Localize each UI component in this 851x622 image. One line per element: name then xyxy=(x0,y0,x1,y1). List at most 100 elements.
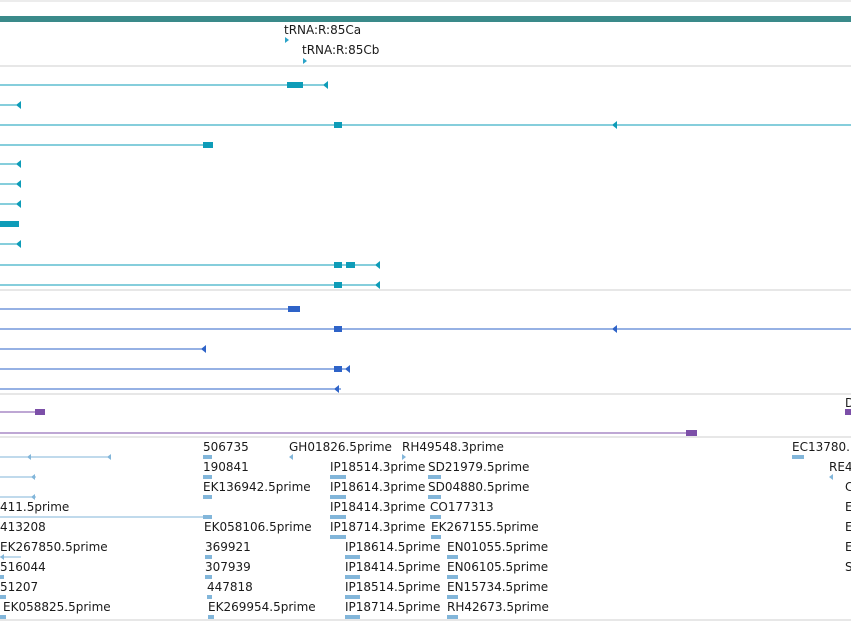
est-label[interactable]: EC13780. xyxy=(792,440,850,454)
est-label[interactable]: 413208 xyxy=(0,520,46,534)
est-label[interactable]: 190841 xyxy=(203,460,249,474)
gene-strand-arrow[interactable] xyxy=(334,385,339,393)
gene-exon[interactable] xyxy=(287,82,303,88)
est-label[interactable]: IP18614.3prime xyxy=(330,480,426,494)
est-label[interactable]: EN06105.5prime xyxy=(447,560,549,574)
purple-gene-label[interactable]: D xyxy=(845,396,851,410)
est-feature[interactable] xyxy=(203,475,212,479)
gene-exon[interactable] xyxy=(346,262,355,268)
est-feature[interactable] xyxy=(447,555,458,559)
est-label[interactable]: EK267850.5prime xyxy=(0,540,108,554)
est-label[interactable]: RE4 xyxy=(829,460,851,474)
gene-exon[interactable] xyxy=(334,366,342,372)
est-label[interactable]: EK058825.5prime xyxy=(3,600,111,614)
est-label[interactable]: EK267155.5prime xyxy=(431,520,539,534)
est-feature[interactable] xyxy=(345,615,360,619)
gene-strand-arrow[interactable] xyxy=(323,81,328,89)
est-feature[interactable] xyxy=(330,495,346,499)
est-feature[interactable] xyxy=(0,575,4,579)
gene-strand-arrow[interactable] xyxy=(375,281,380,289)
gene-strand-arrow[interactable] xyxy=(16,180,21,188)
est-feature[interactable] xyxy=(330,535,346,539)
est-label[interactable]: 369921 xyxy=(205,540,251,554)
est-label[interactable]: E xyxy=(845,500,851,514)
est-label[interactable]: 506735 xyxy=(203,440,249,454)
est-label[interactable]: 411.5prime xyxy=(0,500,70,514)
est-feature[interactable] xyxy=(205,555,212,559)
gene-exon[interactable] xyxy=(334,326,342,332)
gene-strand-arrow[interactable] xyxy=(16,200,21,208)
gene-exon[interactable] xyxy=(35,409,45,415)
est-label[interactable]: EK136942.5prime xyxy=(203,480,311,494)
est-feature[interactable] xyxy=(428,475,441,479)
est-feature[interactable] xyxy=(345,555,360,559)
est-feature[interactable] xyxy=(428,495,441,499)
est-label[interactable]: SD04880.5prime xyxy=(428,480,530,494)
est-feature[interactable] xyxy=(203,495,212,499)
gene-strand-arrow[interactable] xyxy=(345,365,350,373)
est-label[interactable]: RH49548.3prime xyxy=(402,440,504,454)
est-feature[interactable] xyxy=(345,575,360,579)
est-feature[interactable] xyxy=(0,595,6,599)
est-label[interactable]: E xyxy=(845,540,851,554)
est-label[interactable]: EN01055.5prime xyxy=(447,540,549,554)
est-label[interactable]: 447818 xyxy=(207,580,253,594)
est-feature[interactable] xyxy=(792,455,804,459)
gene-strand-arrow[interactable] xyxy=(16,160,21,168)
gene-strand-arrow[interactable] xyxy=(16,240,21,248)
est-feature[interactable] xyxy=(208,615,214,619)
est-label[interactable]: C xyxy=(845,480,851,494)
gene-strand-arrow[interactable] xyxy=(16,101,21,109)
est-label[interactable]: S xyxy=(845,560,851,574)
est-feature[interactable] xyxy=(330,475,346,479)
est-strand-arrow[interactable] xyxy=(31,494,35,500)
gene-exon[interactable] xyxy=(334,282,342,288)
gene-exon[interactable] xyxy=(0,221,19,227)
est-label[interactable]: EK269954.5prime xyxy=(208,600,316,614)
gene-exon[interactable] xyxy=(845,409,851,415)
est-feature[interactable] xyxy=(447,595,458,599)
est-feature[interactable] xyxy=(431,535,441,539)
gene-exon[interactable] xyxy=(334,122,342,128)
est-strand-arrow[interactable] xyxy=(829,474,833,480)
est-feature[interactable] xyxy=(0,615,6,619)
est-strand-arrow[interactable] xyxy=(0,554,4,560)
est-strand-arrow[interactable] xyxy=(27,454,31,460)
est-label[interactable]: CO177313 xyxy=(430,500,494,514)
est-feature[interactable] xyxy=(203,515,212,519)
est-label[interactable]: IP18514.3prime xyxy=(330,460,426,474)
est-label[interactable]: IP18414.3prime xyxy=(330,500,426,514)
gene-exon[interactable] xyxy=(203,142,213,148)
trna-85ca-marker[interactable] xyxy=(285,37,289,43)
est-label[interactable]: IP18414.5prime xyxy=(345,560,441,574)
est-label[interactable]: IP18614.5prime xyxy=(345,540,441,554)
est-feature[interactable] xyxy=(205,575,212,579)
est-label[interactable]: IP18714.3prime xyxy=(330,520,426,534)
gene-strand-arrow[interactable] xyxy=(201,345,206,353)
trna-label-85ca[interactable]: tRNA:R:85Ca xyxy=(284,23,362,37)
est-label[interactable]: EK058106.5prime xyxy=(204,520,312,534)
est-feature[interactable] xyxy=(345,595,360,599)
est-label[interactable]: RH42673.5prime xyxy=(447,600,549,614)
est-feature[interactable] xyxy=(430,515,441,519)
gene-exon[interactable] xyxy=(686,430,697,436)
gene-strand-arrow[interactable] xyxy=(612,121,617,129)
gene-strand-arrow[interactable] xyxy=(612,325,617,333)
est-feature[interactable] xyxy=(447,575,458,579)
est-label[interactable]: 516044 xyxy=(0,560,46,574)
gene-strand-arrow[interactable] xyxy=(375,261,380,269)
est-strand-arrow[interactable] xyxy=(289,454,293,460)
est-feature[interactable] xyxy=(207,595,212,599)
est-label[interactable]: SD21979.5prime xyxy=(428,460,530,474)
est-feature[interactable] xyxy=(447,615,458,619)
est-label[interactable]: IP18514.5prime xyxy=(345,580,441,594)
est-label[interactable]: E xyxy=(845,520,851,534)
est-label[interactable]: EN15734.5prime xyxy=(447,580,549,594)
est-label[interactable]: 51207 xyxy=(0,580,39,594)
gene-exon[interactable] xyxy=(334,262,342,268)
est-label[interactable]: GH01826.5prime xyxy=(289,440,392,454)
est-label[interactable]: 307939 xyxy=(205,560,251,574)
est-label[interactable]: IP18714.5prime xyxy=(345,600,441,614)
est-strand-arrow[interactable] xyxy=(402,454,406,460)
est-feature[interactable] xyxy=(203,455,212,459)
